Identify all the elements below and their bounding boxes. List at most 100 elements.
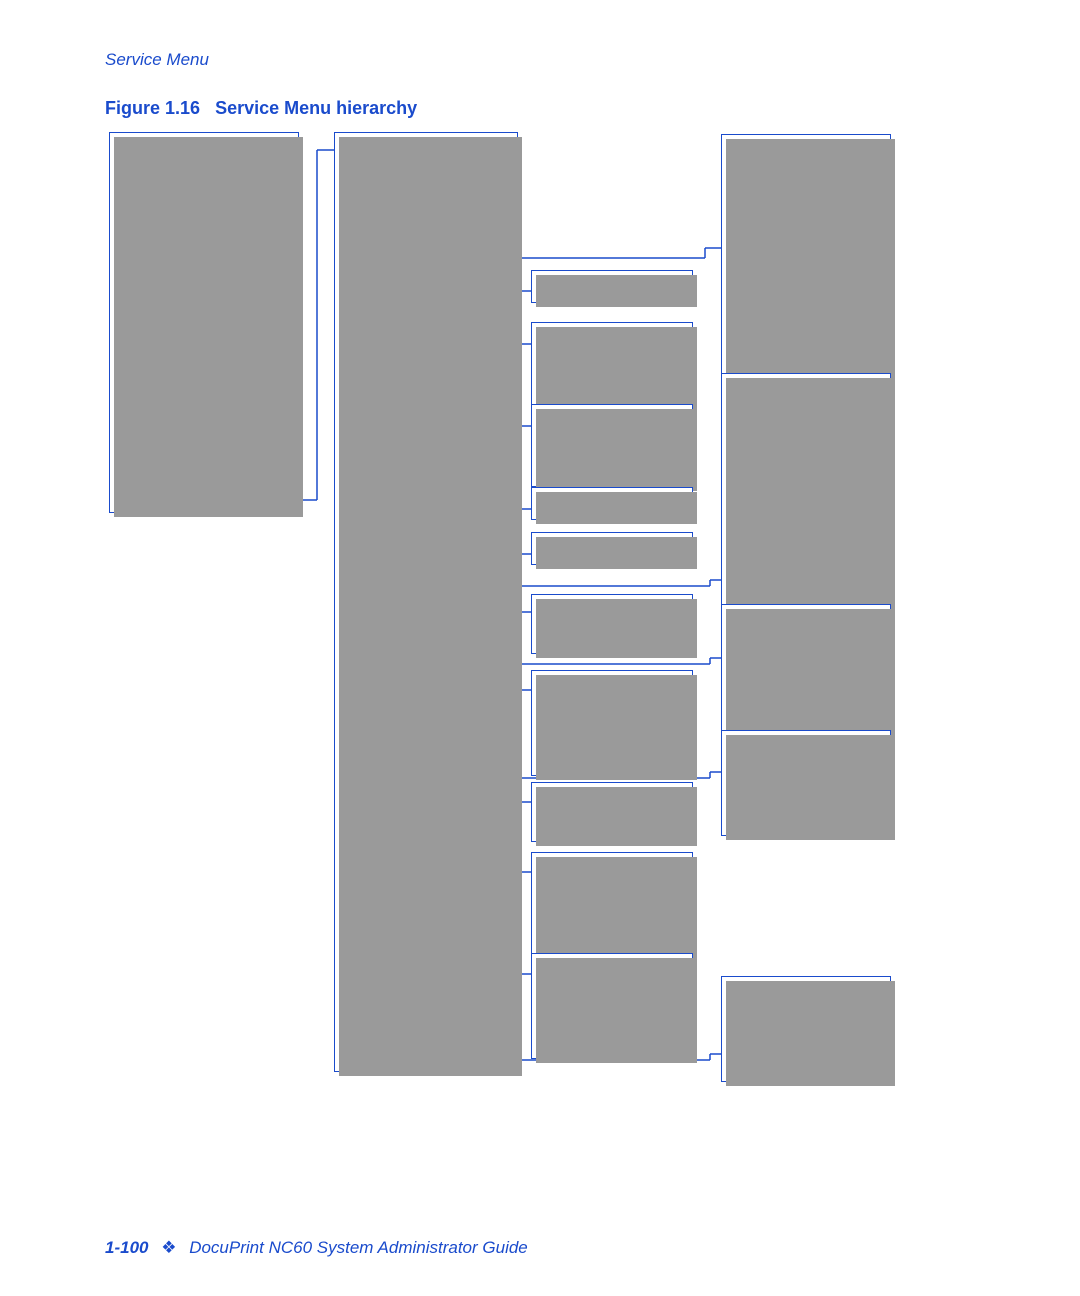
submenu-item: OHP Mode xyxy=(423,335,507,366)
list-item: "Lowest Fault" xyxy=(542,928,682,951)
main-menu-item: PCL Menu xyxy=(120,208,288,231)
main-menu-item: Media Server Menu xyxy=(120,437,288,460)
list-item: Off* xyxy=(542,624,682,647)
main-menu-item: Imaging Menu xyxy=(120,277,288,300)
list-item: Controller xyxy=(732,1029,880,1052)
list-item: Cyan Count xyxy=(732,657,880,680)
list-item: Mag Step xyxy=(732,279,880,302)
list-item: Yellow Step xyxy=(732,325,880,348)
list-item: 40 Images xyxy=(732,518,880,541)
list-item: "Last Fault" xyxy=(542,1029,682,1052)
list-item: . xyxy=(542,905,682,928)
list-item: Print Drum % xyxy=(732,806,880,829)
page-number: 1-100 xyxy=(105,1238,148,1257)
submenu-item: Select Tray xyxy=(422,417,507,448)
submenu-item: Cleaning Cycle xyxy=(393,577,507,608)
list-item: Tray 2 xyxy=(542,457,682,480)
list-item: "50th Fault" xyxy=(542,960,682,983)
list-item: Black Count xyxy=(732,634,880,657)
submenu-item: Show Page Counts xyxy=(361,655,507,686)
list-item: 20 Images* xyxy=(732,564,880,587)
margin-left-box: -5 .. 0* .. 10.0 mm xyxy=(531,487,693,520)
submenu-item: Show Setpoints xyxy=(389,681,507,712)
list-item: Total Count xyxy=(732,611,880,634)
submenu-item: Patch Control xyxy=(404,603,507,634)
submenu-item: Print Quantity xyxy=(404,282,507,313)
fault-history-box: "50th Fault".."Last Fault" xyxy=(531,953,693,1059)
service-submenu-box: Config Sheet Diag. SummaryPrint PQ SetTes… xyxy=(334,132,518,1072)
main-menu-item: Job Menu xyxy=(120,139,288,162)
submenu-item: Margin Left xyxy=(422,500,507,531)
list-item: 80 Images xyxy=(732,426,880,449)
main-menu-item: Password Menu xyxy=(120,162,288,185)
main-menu-item: Color Adjust Menu xyxy=(120,254,288,277)
print-quantity-value: 1* - 999 xyxy=(542,276,602,295)
list-item: Pattern A xyxy=(732,302,880,325)
cru-usage-box: Black Dev. CartColor Dev. CartFuser Modu… xyxy=(721,730,891,836)
list-item: Cyan TC xyxy=(542,700,682,723)
list-item: 60 Images xyxy=(732,472,880,495)
select-tray-box: Auto*Tray 1Tray 2 xyxy=(531,404,693,487)
submenu-item: Config Sheet xyxy=(409,145,507,176)
main-menu-item: Novell Menu xyxy=(120,391,288,414)
submenu-item: Diag. Summary xyxy=(390,181,507,212)
doc-title: DocuPrint NC60 System Administrator Guid… xyxy=(189,1238,528,1257)
list-item: 1200 Quality xyxy=(542,812,682,835)
list-item: . xyxy=(542,1006,682,1029)
ohp-mode-box: None1,2,3,4Default* xyxy=(531,322,693,405)
list-item: 70 Images xyxy=(732,449,880,472)
list-item: Boot xyxy=(732,1006,880,1029)
list-item: Yellow Count xyxy=(732,703,880,726)
lossy-counter-box: Binary1200 Quality xyxy=(531,782,693,842)
setpoints-box: Black TCCyan TCMagenta TCYellow TC xyxy=(531,670,693,776)
list-item: 100 Images xyxy=(732,380,880,403)
list-item: Black TC xyxy=(542,677,682,700)
submenu-item: Lossy Counter xyxy=(397,793,507,824)
page-counts-box: Total CountBlack CountCyan CountMagenta … xyxy=(721,604,891,733)
list-item: Blank xyxy=(732,187,880,210)
print-quantity-box: 1* - 999 xyxy=(531,270,693,303)
list-item: 30 Images xyxy=(732,541,880,564)
main-menu-item: Service Menu xyxy=(120,460,288,483)
list-item: Gray Halftone xyxy=(732,256,880,279)
list-item: Color Balance xyxy=(732,210,880,233)
list-item: Default* xyxy=(542,375,682,398)
list-item: Magenta Count xyxy=(732,680,880,703)
submenu-item: Test Patterns xyxy=(408,249,507,280)
figure-number: Figure 1.16 xyxy=(105,98,200,118)
submenu-item: Faults Active xyxy=(411,863,507,894)
list-item: 50 Images xyxy=(732,495,880,518)
list-item: 90 Images xyxy=(732,403,880,426)
margin-top-value: -3 .. 0* .. 10.0 mm xyxy=(542,538,677,557)
main-menu-box: Job MenuPassword MenuTray MenuPCL MenuSy… xyxy=(109,132,299,513)
list-item: Black Dev. Cart xyxy=(732,737,880,760)
list-item: 1,2,3,4 xyxy=(542,352,682,375)
faults-active-box: "Highest Fault".."Lowest Fault" xyxy=(531,852,693,958)
margin-top-box: -3 .. 0* .. 10.0 mm xyxy=(531,532,693,565)
figure-caption: Service Menu hierarchy xyxy=(215,98,417,118)
separator-icon: ❖ xyxy=(161,1238,176,1257)
list-item: Cyan Step xyxy=(732,233,880,256)
main-menu-item: Parallel Menu xyxy=(120,300,288,323)
main-menu-item: Serial Menu xyxy=(120,323,288,346)
submenu-item: Margin Top xyxy=(423,545,507,576)
list-item: Adobe PostScrip xyxy=(732,983,880,1006)
main-menu-item: Print Menu xyxy=(120,414,288,437)
page-footer: 1-100 ❖ DocuPrint NC60 System Administra… xyxy=(105,1238,528,1258)
list-item: . xyxy=(542,983,682,1006)
list-item: IOT xyxy=(732,1052,880,1075)
page-header: Service Menu xyxy=(105,50,209,70)
list-item: Tray 1 xyxy=(542,434,682,457)
list-item: Color Dev. Cart xyxy=(732,760,880,783)
main-menu-item: Token Ring Menu xyxy=(120,368,288,391)
main-menu-item: Ethernet Menu xyxy=(120,345,288,368)
list-item: Magenta TC xyxy=(542,723,682,746)
test-patterns-box: 100% StripeBlack StepBlankColor BalanceC… xyxy=(721,134,891,400)
list-item: Black Step xyxy=(732,164,880,187)
main-menu-item: Tray Menu xyxy=(120,185,288,208)
submenu-item: Print PQ Set xyxy=(413,215,507,246)
main-menu-item: System Menu xyxy=(120,231,288,254)
margin-left-value: -5 .. 0* .. 10.0 mm xyxy=(542,493,677,512)
submenu-item: Fault History xyxy=(412,965,507,996)
list-item: PCL Pattern xyxy=(732,347,880,370)
